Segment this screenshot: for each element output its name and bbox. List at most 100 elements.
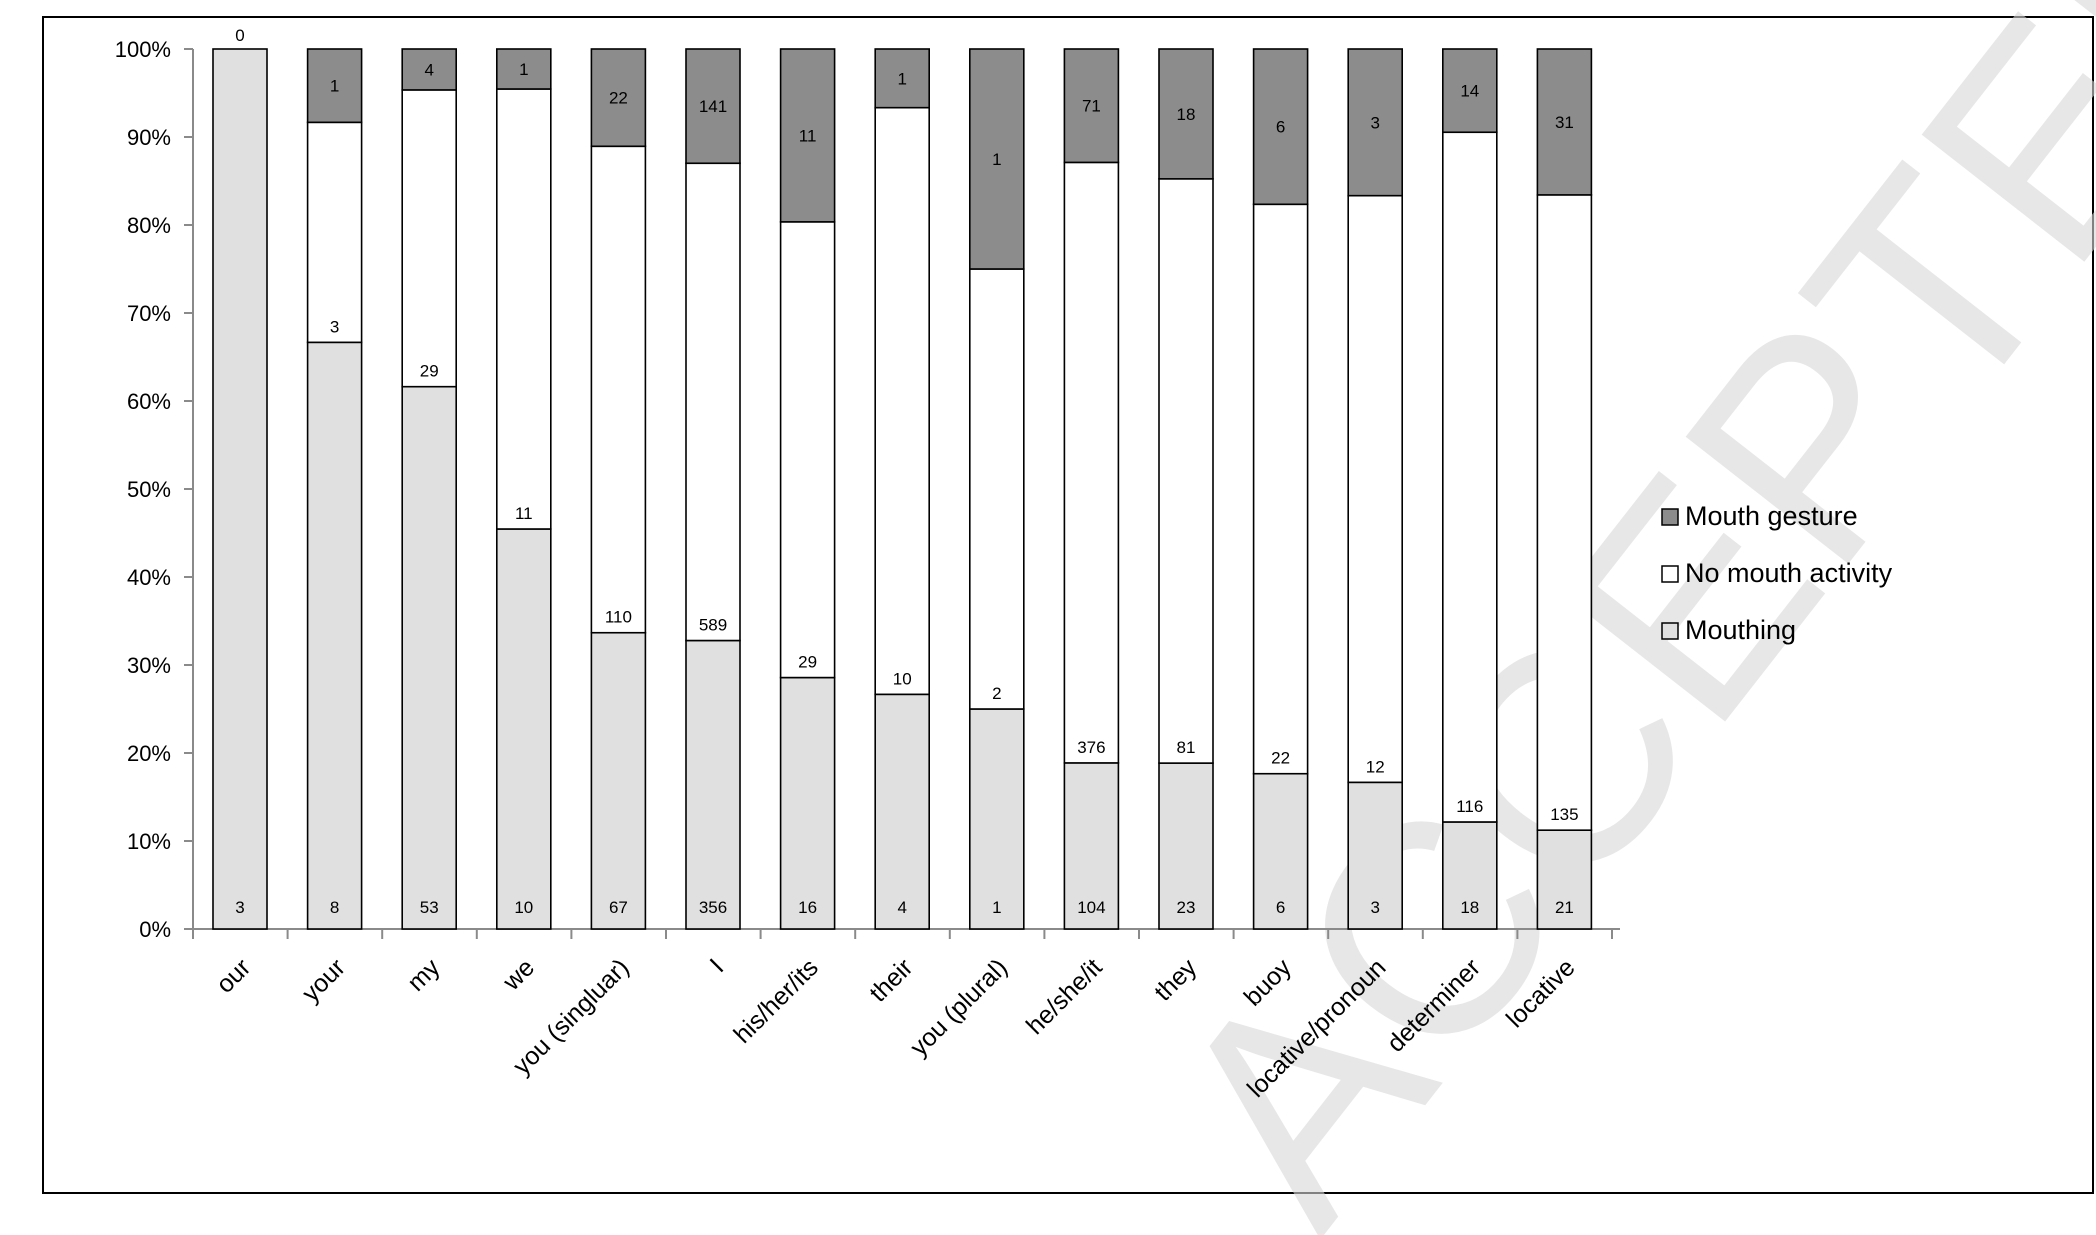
bar-mouthing xyxy=(1063,762,1120,930)
data-label-no-mouth-activity: 110 xyxy=(605,608,632,627)
bar-mouth-gesture xyxy=(1252,48,1309,206)
y-tick-label: 40% xyxy=(127,565,171,590)
y-tick-label: 20% xyxy=(127,741,171,766)
bar-mouthing xyxy=(874,693,931,930)
data-label-mouth-gesture: 6 xyxy=(1276,118,1285,137)
data-label-mouthing: 3 xyxy=(235,898,244,917)
y-tick-label: 50% xyxy=(127,477,171,502)
x-category-label: I xyxy=(705,953,730,978)
data-label-mouth-gesture: 1 xyxy=(330,77,339,96)
bar-mouth-gesture xyxy=(401,48,458,91)
data-label-mouthing: 1 xyxy=(992,898,1001,917)
legend: Mouth gesture No mouth activity Mouthing xyxy=(1661,501,1893,645)
x-category-label: we xyxy=(497,953,540,996)
y-axis-ticks: 0% 10% 20% 30% 40% 50% 60% 70% 80% 90% 100% xyxy=(115,37,193,942)
bar-mouth-gesture xyxy=(1536,48,1593,196)
bars xyxy=(212,48,1593,930)
data-label-mouth-gesture: 1 xyxy=(897,69,906,88)
legend-swatch xyxy=(1661,508,1679,526)
data-label-mouthing: 3 xyxy=(1370,898,1379,917)
x-category-label: your xyxy=(297,953,351,1007)
data-label-mouthing: 18 xyxy=(1460,898,1479,917)
x-category-label: my xyxy=(402,953,446,997)
data-label-mouthing: 67 xyxy=(609,898,628,917)
data-label-no-mouth-activity: 29 xyxy=(798,653,817,672)
data-label-mouth-gesture: 11 xyxy=(799,126,817,145)
bar-mouthing xyxy=(968,708,1025,930)
bar-mouthing xyxy=(590,631,647,930)
legend-label: No mouth activity xyxy=(1685,558,1893,588)
data-label-no-mouth-activity: 12 xyxy=(1366,757,1385,776)
data-label-mouthing: 10 xyxy=(514,898,533,917)
data-label-mouthing: 53 xyxy=(420,898,439,917)
bar-no-mouth-activity xyxy=(1536,194,1593,831)
bar-mouth-gesture xyxy=(1347,48,1403,197)
data-label-no-mouth-activity: 2 xyxy=(992,684,1001,703)
x-category-label: their xyxy=(864,953,918,1007)
bar-no-mouth-activity xyxy=(968,268,1025,710)
bar-no-mouth-activity xyxy=(590,145,647,634)
bar-mouth-gesture xyxy=(685,48,741,165)
data-label-mouthing: 4 xyxy=(897,898,906,917)
legend-label: Mouthing xyxy=(1685,615,1796,645)
data-label-mouthing: 104 xyxy=(1077,898,1105,917)
data-label-mouth-gesture: 22 xyxy=(609,89,628,108)
bar-mouth-gesture xyxy=(1063,48,1120,164)
data-label-mouth-gesture: 4 xyxy=(424,60,433,79)
data-label-mouth-gesture: 3 xyxy=(1370,113,1379,132)
bar-mouthing xyxy=(1158,762,1214,930)
data-label-mouth-gesture: 0 xyxy=(235,26,244,45)
y-tick-label: 80% xyxy=(127,213,171,238)
bar-no-mouth-activity xyxy=(1158,178,1214,764)
bar-mouthing xyxy=(212,48,268,930)
data-label-no-mouth-activity: 29 xyxy=(420,362,439,381)
data-label-mouthing: 6 xyxy=(1276,898,1285,917)
legend-label: Mouth gesture xyxy=(1685,501,1858,531)
data-label-no-mouth-activity: 3 xyxy=(330,317,339,336)
bar-no-mouth-activity xyxy=(1063,161,1120,764)
data-label-mouthing: 23 xyxy=(1177,898,1196,917)
y-tick-label: 60% xyxy=(127,389,171,414)
data-label-mouth-gesture: 1 xyxy=(992,150,1001,169)
data-label-no-mouth-activity: 135 xyxy=(1550,805,1578,824)
data-labels: 3083153294101116711022356589141162911410… xyxy=(235,26,1578,917)
data-label-no-mouth-activity: 10 xyxy=(893,669,912,688)
data-label-mouth-gesture: 31 xyxy=(1555,113,1574,132)
bar-mouthing xyxy=(1442,821,1498,930)
data-label-mouth-gesture: 14 xyxy=(1460,82,1479,101)
bar-no-mouth-activity xyxy=(685,162,741,642)
bar-no-mouth-activity xyxy=(1252,203,1309,775)
bar-mouth-gesture xyxy=(495,48,552,90)
bar-no-mouth-activity xyxy=(495,88,552,530)
data-label-mouthing: 356 xyxy=(699,898,727,917)
bar-no-mouth-activity xyxy=(779,221,836,679)
bar-mouthing xyxy=(685,639,741,930)
bar-no-mouth-activity xyxy=(1347,194,1403,784)
bar-mouth-gesture xyxy=(1442,48,1498,134)
bar-mouthing xyxy=(495,528,552,930)
bar-mouth-gesture xyxy=(779,48,836,223)
bar-mouthing xyxy=(401,385,458,930)
y-tick-label: 0% xyxy=(139,917,171,942)
bar-no-mouth-activity xyxy=(306,121,363,344)
data-label-mouth-gesture: 18 xyxy=(1177,105,1196,124)
data-label-mouth-gesture: 141 xyxy=(699,97,727,116)
y-tick-label: 100% xyxy=(115,37,171,62)
y-tick-label: 90% xyxy=(127,125,171,150)
x-category-label: he/she/it xyxy=(1021,953,1108,1040)
bar-mouth-gesture xyxy=(306,48,363,124)
bar-mouthing xyxy=(1536,829,1593,930)
data-label-mouth-gesture: 71 xyxy=(1082,97,1101,116)
legend-swatch xyxy=(1661,622,1679,640)
data-label-mouth-gesture: 1 xyxy=(519,60,528,79)
data-label-no-mouth-activity: 589 xyxy=(699,616,727,635)
data-label-no-mouth-activity: 81 xyxy=(1177,738,1196,757)
data-label-mouthing: 16 xyxy=(798,898,817,917)
chart-frame xyxy=(42,16,2094,1194)
bar-mouthing xyxy=(1347,781,1403,930)
bar-mouth-gesture xyxy=(968,48,1025,270)
data-label-no-mouth-activity: 116 xyxy=(1456,797,1483,816)
y-tick-label: 30% xyxy=(127,653,171,678)
bar-mouth-gesture xyxy=(874,48,931,109)
